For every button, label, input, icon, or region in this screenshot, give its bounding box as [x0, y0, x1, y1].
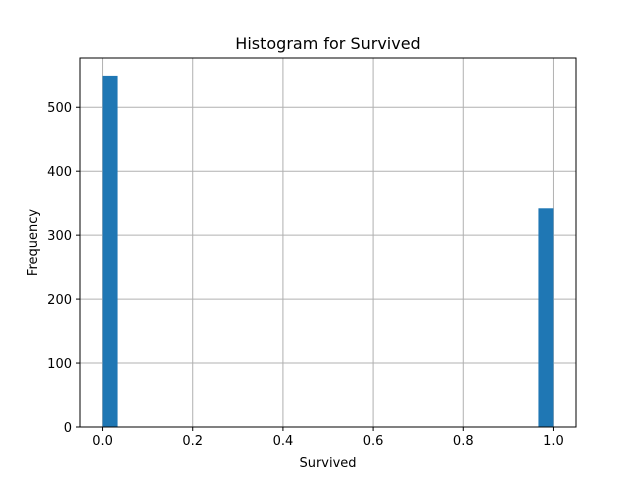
x-tick-label: 0.2: [182, 434, 203, 449]
grid: [80, 58, 576, 428]
chart-title: Histogram for Survived: [235, 34, 420, 53]
x-tick-label: 1.0: [543, 434, 564, 449]
y-tick-label: 500: [47, 101, 72, 116]
x-tick-label: 0.4: [273, 434, 294, 449]
y-tick-label: 100: [47, 357, 72, 372]
x-axis-label: Survived: [299, 456, 356, 471]
x-axis-ticks: 0.0 0.2 0.4 0.6 0.8 1.0: [92, 427, 564, 449]
bars: [102, 75, 554, 428]
x-tick-label: 0.0: [92, 434, 113, 449]
y-tick-label: 0: [64, 421, 72, 436]
y-axis-label: Frequency: [26, 209, 41, 276]
histogram-bar: [102, 75, 118, 428]
y-axis-ticks: 0 100 200 300 400 500: [47, 101, 80, 436]
y-tick-label: 300: [47, 229, 72, 244]
x-tick-label: 0.6: [363, 434, 384, 449]
y-tick-label: 200: [47, 293, 72, 308]
x-tick-label: 0.8: [453, 434, 474, 449]
histogram-bar: [538, 208, 554, 427]
axes-frame: [79, 57, 577, 428]
y-tick-label: 400: [47, 165, 72, 180]
